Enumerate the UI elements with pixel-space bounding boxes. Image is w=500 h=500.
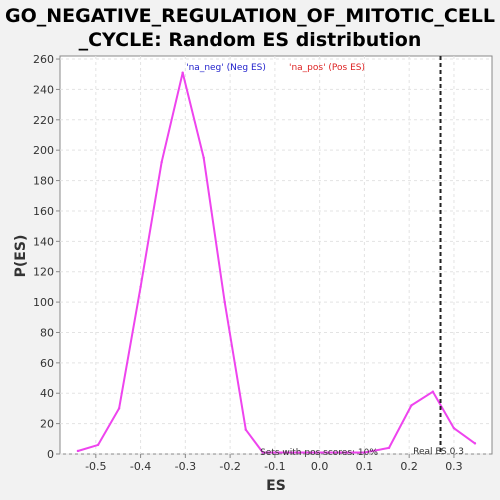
x-tick-label: 0.0	[311, 460, 329, 473]
data-point	[431, 390, 435, 393]
x-tick-label: -0.1	[264, 460, 285, 473]
plot-area	[59, 55, 493, 455]
legend-pos-label: 'na_pos' (Pos ES)	[289, 63, 365, 73]
axes: 0 20 40 60 80 100 120 140 160 180 200 220 240 260 -0.5…	[33, 53, 463, 473]
data-point	[117, 407, 121, 410]
data-point	[76, 449, 80, 453]
overlay-layer: Real ES 0.3	[413, 56, 464, 457]
data-point	[387, 446, 391, 450]
y-tick-label: 180	[33, 175, 54, 188]
chart-title-line1: GO_NEGATIVE_REGULATION_OF_MITOTIC_CELL	[5, 5, 495, 27]
y-tick-label: 120	[33, 266, 54, 279]
x-tick-label: 0.3	[445, 460, 463, 473]
y-tick-label: 240	[33, 83, 54, 96]
x-axis-label: ES	[266, 478, 286, 494]
series-layer	[76, 71, 477, 454]
legend-neg-label: 'na_neg' (Neg ES)	[186, 63, 266, 73]
y-tick-label: 100	[33, 296, 54, 309]
data-point	[244, 428, 247, 431]
data-point	[473, 442, 477, 445]
y-tick-label: 80	[40, 326, 54, 339]
data-point	[261, 451, 264, 454]
data-point	[223, 300, 226, 304]
grid	[60, 56, 492, 455]
data-point	[410, 404, 413, 407]
y-tick-label: 260	[33, 53, 54, 66]
data-point	[202, 156, 205, 159]
x-tick-label: 0.2	[400, 460, 418, 473]
x-tick-label: -0.4	[130, 460, 151, 473]
data-point	[160, 161, 163, 164]
x-tick-label: -0.5	[85, 460, 106, 473]
y-tick-label: 40	[40, 387, 54, 400]
data-point	[96, 443, 100, 447]
y-tick-label: 160	[33, 205, 54, 218]
data-point	[181, 71, 184, 74]
series-line	[77, 71, 476, 454]
y-axis-label: P(ES)	[13, 235, 29, 278]
data-point	[363, 451, 366, 454]
y-tick-label: 200	[33, 144, 54, 157]
data-point	[452, 426, 456, 430]
x-tick-label: -0.3	[175, 460, 196, 473]
x-tick-label: -0.2	[219, 460, 240, 473]
y-tick-label: 60	[40, 357, 54, 370]
y-tick-label: 140	[33, 235, 54, 248]
data-point	[139, 285, 142, 289]
pos-scores-annotation: Sets with pos scores: 10%	[260, 448, 378, 458]
real-es-label: Real ES 0.3	[413, 447, 464, 457]
chart-title-line2: _CYCLE: Random ES distribution	[79, 29, 422, 51]
y-tick-label: 0	[47, 448, 54, 461]
y-tick-label: 20	[40, 418, 54, 431]
y-tick-label: 220	[33, 114, 54, 127]
x-tick-label: 0.1	[356, 460, 374, 473]
